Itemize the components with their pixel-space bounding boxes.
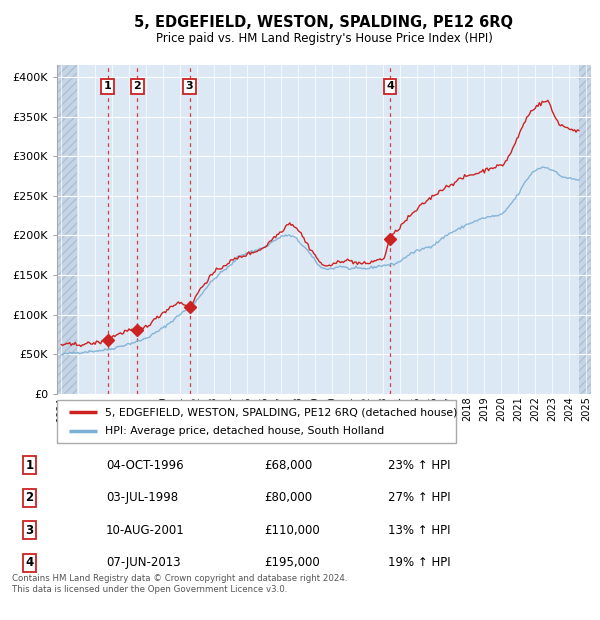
Text: 19% ↑ HPI: 19% ↑ HPI (388, 556, 451, 569)
Text: 3: 3 (186, 81, 193, 92)
Text: 1: 1 (104, 81, 112, 92)
Text: 2: 2 (25, 491, 34, 504)
Text: 07-JUN-2013: 07-JUN-2013 (106, 556, 181, 569)
Text: 10-AUG-2001: 10-AUG-2001 (106, 524, 185, 537)
Text: 04-OCT-1996: 04-OCT-1996 (106, 459, 184, 472)
Text: 2: 2 (134, 81, 141, 92)
Text: 3: 3 (25, 524, 34, 537)
Text: 23% ↑ HPI: 23% ↑ HPI (388, 459, 451, 472)
Text: 03-JUL-1998: 03-JUL-1998 (106, 491, 178, 504)
Text: 27% ↑ HPI: 27% ↑ HPI (388, 491, 451, 504)
Text: £68,000: £68,000 (265, 459, 313, 472)
Text: 4: 4 (25, 556, 34, 569)
Text: 5, EDGEFIELD, WESTON, SPALDING, PE12 6RQ: 5, EDGEFIELD, WESTON, SPALDING, PE12 6RQ (134, 16, 514, 30)
Bar (579, 65, 591, 394)
Text: £195,000: £195,000 (265, 556, 320, 569)
Text: Contains HM Land Registry data © Crown copyright and database right 2024.
This d: Contains HM Land Registry data © Crown c… (12, 574, 347, 594)
Text: 5, EDGEFIELD, WESTON, SPALDING, PE12 6RQ (detached house): 5, EDGEFIELD, WESTON, SPALDING, PE12 6RQ… (105, 407, 457, 417)
Text: 1: 1 (25, 459, 34, 472)
Text: £110,000: £110,000 (265, 524, 320, 537)
Text: 4: 4 (386, 81, 394, 92)
Bar (57, 65, 77, 394)
Text: HPI: Average price, detached house, South Holland: HPI: Average price, detached house, Sout… (105, 426, 384, 436)
Text: 13% ↑ HPI: 13% ↑ HPI (388, 524, 451, 537)
Text: £80,000: £80,000 (265, 491, 313, 504)
FancyBboxPatch shape (57, 400, 456, 443)
Text: Price paid vs. HM Land Registry's House Price Index (HPI): Price paid vs. HM Land Registry's House … (155, 32, 493, 45)
